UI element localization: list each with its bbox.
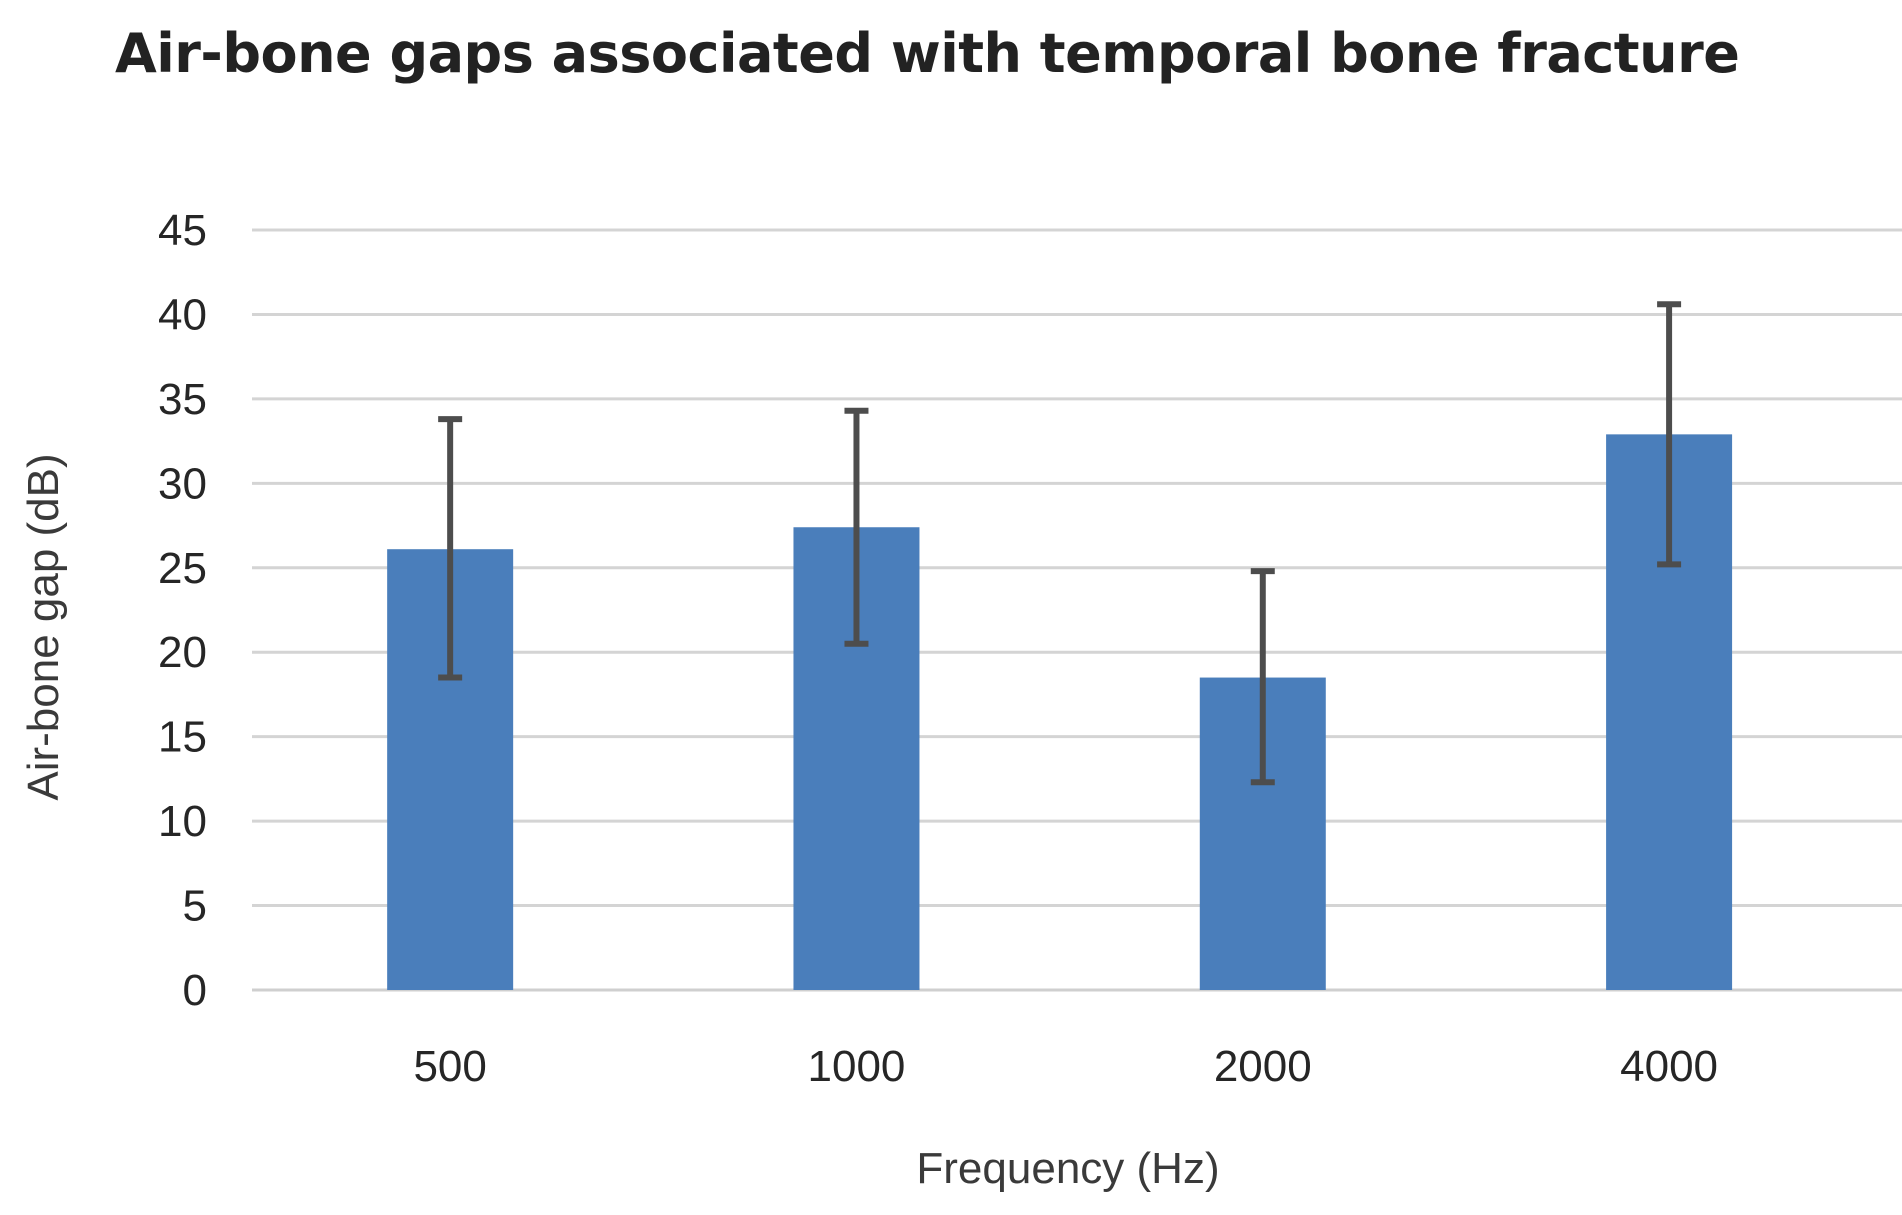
- x-tick-label: 1000: [808, 1042, 906, 1091]
- x-axis-ticks: 500 1000 2000 4000: [413, 1042, 1718, 1091]
- y-tick-label: 25: [158, 544, 207, 593]
- y-tick-label: 0: [183, 966, 207, 1015]
- x-tick-label: 4000: [1620, 1042, 1718, 1091]
- y-axis-title: Air-bone gap (dB): [19, 453, 68, 800]
- y-tick-label: 15: [158, 713, 207, 762]
- y-tick-label: 5: [183, 882, 207, 931]
- error-bars: [438, 301, 1682, 786]
- chart-title: Air-bone gaps associated with temporal b…: [115, 22, 1740, 85]
- y-tick-label: 20: [158, 628, 207, 677]
- y-tick-label: 30: [158, 459, 207, 508]
- x-axis-title: Frequency (Hz): [916, 1144, 1219, 1193]
- y-tick-label: 40: [158, 290, 207, 339]
- y-tick-label: 10: [158, 797, 207, 846]
- y-tick-label: 35: [158, 375, 207, 424]
- x-tick-label: 2000: [1214, 1042, 1312, 1091]
- y-axis-ticks: 0 5 10 15 20 25 30 35 40 45: [158, 206, 207, 1015]
- x-tick-label: 500: [413, 1042, 486, 1091]
- y-tick-label: 45: [158, 206, 207, 255]
